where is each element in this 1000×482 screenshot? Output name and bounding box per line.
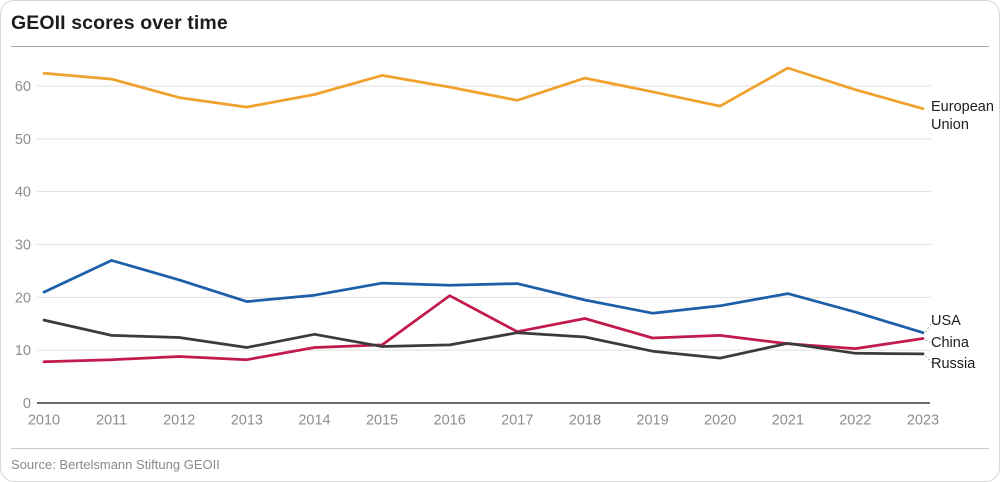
x-tick-label-2021: 2021 <box>772 413 804 429</box>
y-tick-label-20: 20 <box>15 290 31 306</box>
chart-title: GEOII scores over time <box>11 12 228 34</box>
source-note: Source: Bertelsmann Stiftung GEOII <box>11 457 220 472</box>
x-tick-label-2023: 2023 <box>907 413 939 429</box>
y-tick-label-50: 50 <box>15 132 31 148</box>
footer-divider <box>11 448 989 449</box>
series-label-european-union: European <box>931 99 994 115</box>
y-tick-label-0: 0 <box>23 396 31 412</box>
x-tick-label-2013: 2013 <box>231 413 263 429</box>
line-usa <box>42 259 925 335</box>
series-label-european-union: Union <box>931 117 969 133</box>
line-china <box>42 294 925 364</box>
x-tick-label-2018: 2018 <box>569 413 601 429</box>
leader-russia <box>925 355 933 364</box>
line-russia <box>42 318 925 360</box>
x-tick-label-2016: 2016 <box>434 413 466 429</box>
leader-china <box>925 339 933 344</box>
x-tick-label-2017: 2017 <box>501 413 533 429</box>
x-tick-label-2022: 2022 <box>839 413 871 429</box>
x-tick-label-2010: 2010 <box>28 413 60 429</box>
x-tick-label-2015: 2015 <box>366 413 398 429</box>
title-underline <box>11 46 989 47</box>
x-tick-label-2019: 2019 <box>636 413 668 429</box>
x-tick-label-2011: 2011 <box>96 413 127 429</box>
x-tick-label-2014: 2014 <box>298 413 330 429</box>
series-label-usa: USA <box>931 313 961 329</box>
line-european-union <box>42 66 925 111</box>
y-tick-label-10: 10 <box>15 343 31 359</box>
y-tick-label-30: 30 <box>15 238 31 254</box>
x-tick-label-2020: 2020 <box>704 413 736 429</box>
y-tick-label-40: 40 <box>15 185 31 201</box>
x-tick-label-2012: 2012 <box>163 413 195 429</box>
series-label-china: China <box>931 335 970 351</box>
y-tick-label-60: 60 <box>15 79 31 95</box>
series-label-russia: Russia <box>931 356 976 372</box>
